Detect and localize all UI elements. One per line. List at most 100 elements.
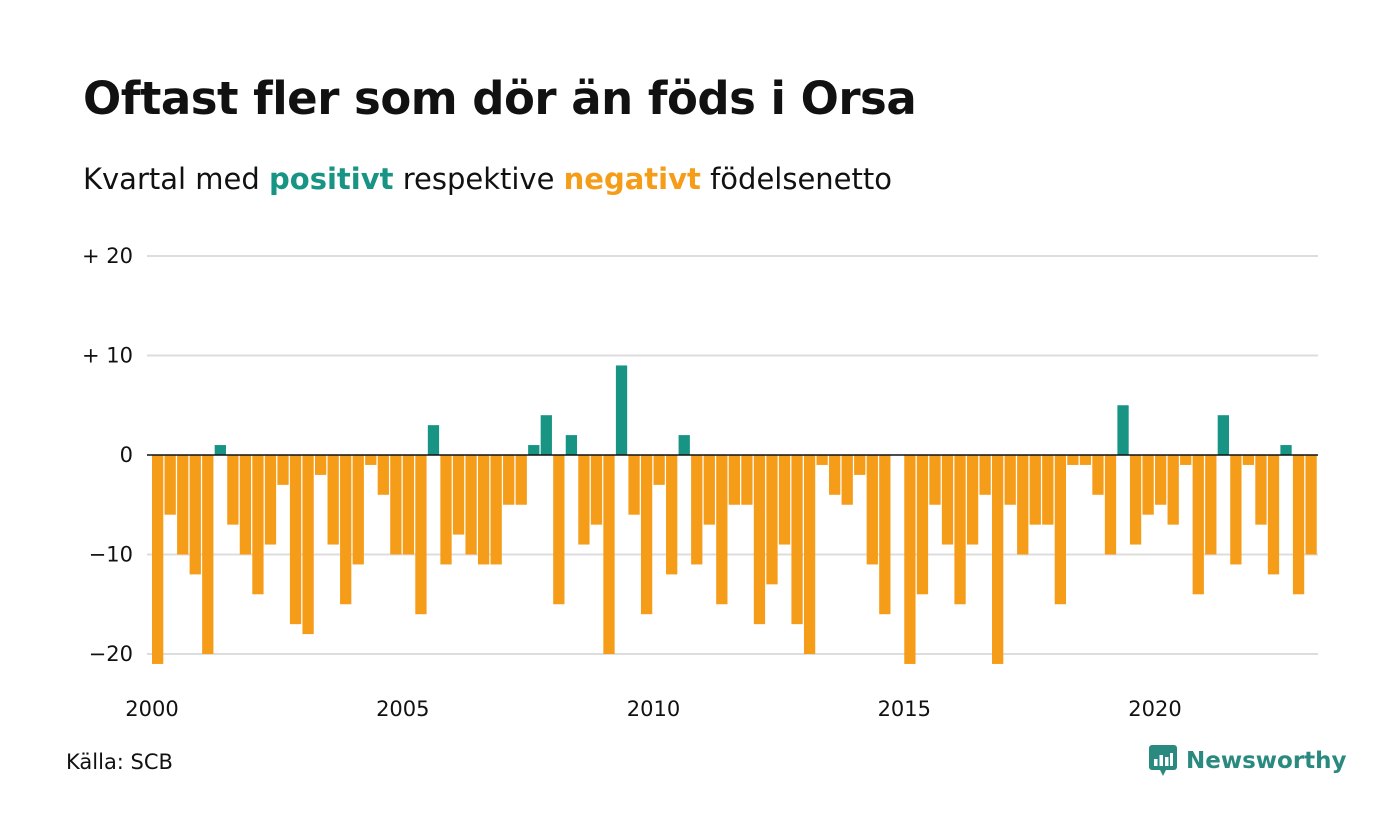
bar xyxy=(1280,445,1292,455)
bar xyxy=(477,455,490,565)
bar xyxy=(703,455,715,525)
bar xyxy=(390,455,402,555)
bar xyxy=(503,455,515,505)
bar xyxy=(904,455,916,664)
source-note: Källa: SCB xyxy=(66,750,173,774)
bar xyxy=(1292,455,1305,595)
bar xyxy=(1305,455,1317,555)
bar xyxy=(1017,455,1029,555)
bar xyxy=(1167,455,1179,525)
bar xyxy=(741,455,753,505)
bar xyxy=(314,455,327,475)
bar xyxy=(465,455,477,555)
x-tick-label: 2010 xyxy=(627,697,680,721)
bar xyxy=(929,455,941,505)
bar xyxy=(1217,415,1229,455)
x-tick-label: 2015 xyxy=(878,697,931,721)
bar xyxy=(1205,455,1217,555)
x-tick-label: 2005 xyxy=(376,697,429,721)
bar xyxy=(352,455,364,565)
bar xyxy=(340,455,352,605)
bar xyxy=(1079,455,1092,465)
bar xyxy=(365,455,377,465)
bar xyxy=(227,455,239,525)
bar xyxy=(653,455,665,485)
bar xyxy=(803,455,816,654)
bar xyxy=(327,455,339,545)
bar xyxy=(152,455,164,664)
bar xyxy=(716,455,728,605)
bar xyxy=(377,455,389,495)
bar xyxy=(1129,455,1142,545)
y-tick-label: 0 xyxy=(120,443,133,467)
bar xyxy=(164,455,176,515)
bar xyxy=(728,455,741,505)
brand-name: Newsworthy xyxy=(1186,748,1347,774)
chart-subtitle: Kvartal med positivt respektive negativt… xyxy=(83,162,892,196)
bar xyxy=(578,455,590,545)
bar xyxy=(1192,455,1204,595)
subtitle-negative: negativt xyxy=(563,162,701,196)
bar xyxy=(565,435,578,455)
bar xyxy=(979,455,991,495)
bar xyxy=(302,455,314,635)
x-tick-label: 2000 xyxy=(125,697,178,721)
bar xyxy=(829,455,841,495)
bar xyxy=(515,455,527,505)
bar xyxy=(1104,455,1117,555)
subtitle-suffix: födelsenetto xyxy=(710,162,892,196)
bar xyxy=(666,455,678,575)
bar xyxy=(1067,455,1079,465)
bar xyxy=(1242,455,1255,465)
bar xyxy=(440,455,452,565)
bar xyxy=(1117,405,1129,455)
chart-title: Oftast fler som dör än föds i Orsa xyxy=(83,72,917,125)
bar xyxy=(816,455,828,465)
bar xyxy=(277,455,289,485)
bar xyxy=(1142,455,1154,515)
x-tick-label: 2020 xyxy=(1128,697,1181,721)
bar xyxy=(452,455,465,535)
bar xyxy=(1255,455,1267,525)
bar xyxy=(1042,455,1054,525)
bar xyxy=(590,455,603,525)
bar xyxy=(202,455,214,654)
bar xyxy=(540,415,552,455)
bar xyxy=(941,455,954,545)
bar xyxy=(766,455,778,585)
bar xyxy=(1004,455,1016,505)
bar xyxy=(490,455,502,565)
bar xyxy=(553,455,565,605)
brand-logo: Newsworthy xyxy=(1148,744,1347,778)
bar xyxy=(1155,455,1167,505)
bar xyxy=(603,455,615,654)
bar xyxy=(691,455,703,565)
bar xyxy=(427,425,440,455)
bar xyxy=(415,455,427,615)
bar xyxy=(778,455,791,545)
newsworthy-logo-icon xyxy=(1149,745,1177,776)
bar xyxy=(264,455,277,545)
bar xyxy=(214,445,226,455)
bar xyxy=(841,455,853,505)
bar xyxy=(1029,455,1041,525)
subtitle-prefix: Kvartal med xyxy=(83,162,260,196)
bar xyxy=(879,455,891,615)
bar xyxy=(992,455,1004,664)
bar xyxy=(866,455,878,565)
bar xyxy=(252,455,264,595)
bar xyxy=(1230,455,1242,565)
bar xyxy=(854,455,866,475)
bar xyxy=(640,455,653,615)
bar xyxy=(1092,455,1104,495)
bar xyxy=(177,455,189,555)
bar xyxy=(615,365,628,455)
y-tick-label: + 20 xyxy=(82,244,133,268)
bar xyxy=(1180,455,1192,465)
y-tick-label: −20 xyxy=(89,642,133,666)
bar xyxy=(289,455,302,625)
bar xyxy=(678,435,690,455)
bar xyxy=(791,455,803,625)
subtitle-middle: respektive xyxy=(402,162,555,196)
